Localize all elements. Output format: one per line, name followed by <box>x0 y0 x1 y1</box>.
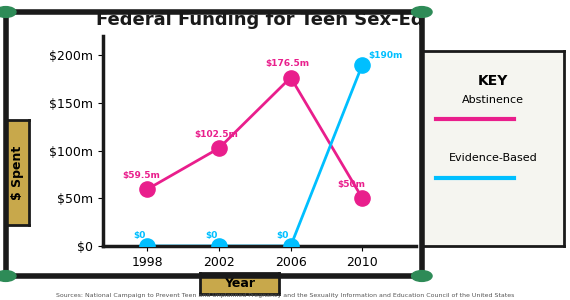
Point <box>286 75 295 80</box>
Point <box>214 244 223 248</box>
Point <box>358 62 367 67</box>
Point <box>286 244 295 248</box>
Text: Year: Year <box>224 277 255 290</box>
Text: $0: $0 <box>205 231 218 240</box>
Text: Evidence-Based: Evidence-Based <box>449 153 538 163</box>
Point <box>143 187 152 192</box>
Text: $0: $0 <box>277 231 289 240</box>
Text: $ Spent: $ Spent <box>11 146 23 200</box>
Point <box>358 196 367 201</box>
Title: Federal Funding for Teen Sex-Ed: Federal Funding for Teen Sex-Ed <box>96 11 423 29</box>
Text: $102.5m: $102.5m <box>194 130 238 139</box>
Text: $59.5m: $59.5m <box>123 171 160 180</box>
Text: $50m: $50m <box>337 180 365 189</box>
Text: Sources: National Campaign to Prevent Teen and Unplanned Pregnancy and the Sexua: Sources: National Campaign to Prevent Te… <box>56 293 514 298</box>
Text: $0: $0 <box>133 231 146 240</box>
Text: $176.5m: $176.5m <box>266 59 310 68</box>
Text: Abstinence: Abstinence <box>462 95 524 105</box>
Text: $190m: $190m <box>368 51 402 60</box>
Text: KEY: KEY <box>478 74 508 88</box>
Point <box>214 146 223 151</box>
Point <box>143 244 152 248</box>
